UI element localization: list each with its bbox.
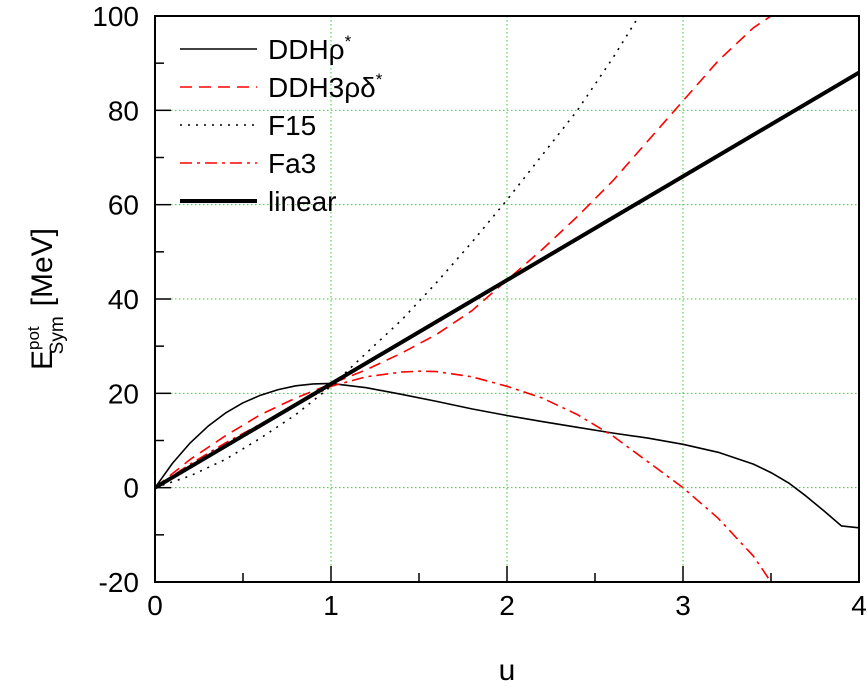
legend-label-sup: * <box>345 32 352 51</box>
legend-label-main: Fa3 <box>268 148 316 179</box>
legend-label-sup: * <box>376 70 383 89</box>
x-tick-label: 2 <box>499 590 515 621</box>
legend-label-main: F15 <box>268 110 316 141</box>
y-tick-label: -20 <box>99 567 139 598</box>
x-tick-label: 3 <box>675 590 691 621</box>
x-tick-label: 0 <box>147 590 163 621</box>
series-line-linear <box>155 70 859 490</box>
series-line-ddh3ρδ <box>155 16 772 489</box>
legend-label-main: linear <box>268 186 336 217</box>
legend-label: Fa3 <box>268 148 316 179</box>
series-line-f15 <box>155 16 640 489</box>
y-axis-label-unit: [MeV] <box>26 228 59 306</box>
y-tick-label: 100 <box>92 1 139 32</box>
legend-label: linear <box>268 186 336 217</box>
series-line-ddhρ <box>155 382 859 529</box>
y-axis-label: Epot Sym [MeV] <box>24 228 68 370</box>
y-tick-label: 80 <box>108 95 139 126</box>
legend-label: DDH3ρδ* <box>268 70 383 103</box>
legend-label-main: DDH3ρδ <box>268 72 376 103</box>
x-tick-label: 1 <box>323 590 339 621</box>
legend-label: F15 <box>268 110 316 141</box>
series-layer <box>155 16 859 582</box>
x-axis-label: u <box>499 654 516 687</box>
y-tick-label: 20 <box>108 378 139 409</box>
y-axis-label-sup: pot <box>24 326 43 350</box>
y-tick-label: 0 <box>123 473 139 504</box>
legend-label: DDHρ* <box>268 32 352 65</box>
series-line-fa3 <box>155 370 772 582</box>
tick-labels: 0 1 2 3 4 -20 0 20 40 60 80 100 <box>92 1 867 621</box>
grid <box>155 16 859 582</box>
y-tick-label: 60 <box>108 190 139 221</box>
ticks <box>154 15 860 583</box>
legend-label-main: DDHρ <box>268 34 345 65</box>
y-tick-label: 40 <box>108 284 139 315</box>
y-axis-label-main: E <box>26 350 59 370</box>
y-axis-label-sub: Sym <box>47 316 68 354</box>
x-tick-label: 4 <box>851 590 867 621</box>
